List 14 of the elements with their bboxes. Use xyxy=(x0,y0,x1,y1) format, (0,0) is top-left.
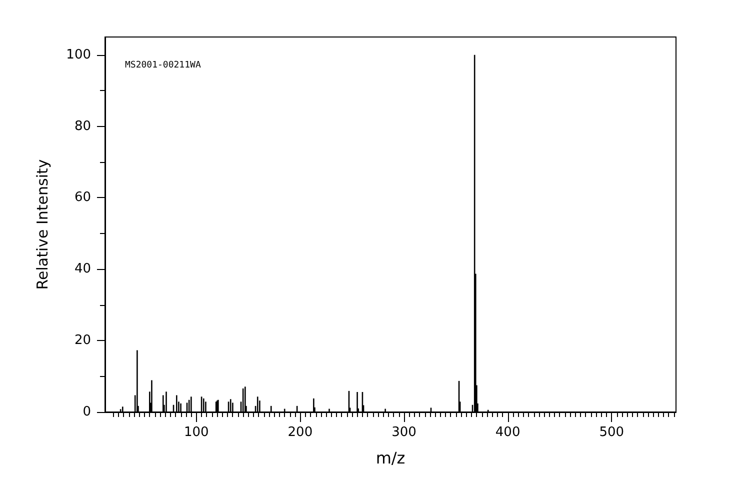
x-tick-label: 300 xyxy=(392,425,416,440)
x-tick-label: 200 xyxy=(288,425,313,440)
y-tick-label: 20 xyxy=(74,333,91,348)
y-tick-label: 0 xyxy=(82,404,91,420)
annotation: MS2001-00211WA xyxy=(125,60,202,70)
y-tick-label: 80 xyxy=(74,118,91,134)
y-axis-title: Relative Intensity xyxy=(34,159,52,290)
x-tick-label: 100 xyxy=(184,425,209,440)
y-tick-label: 40 xyxy=(74,262,91,277)
y-tick-label: 100 xyxy=(66,47,91,62)
x-tick-label: 500 xyxy=(599,425,624,440)
x-tick-label: 400 xyxy=(495,425,520,440)
x-axis-title: m/z xyxy=(376,448,406,468)
y-tick-label: 60 xyxy=(74,190,91,206)
